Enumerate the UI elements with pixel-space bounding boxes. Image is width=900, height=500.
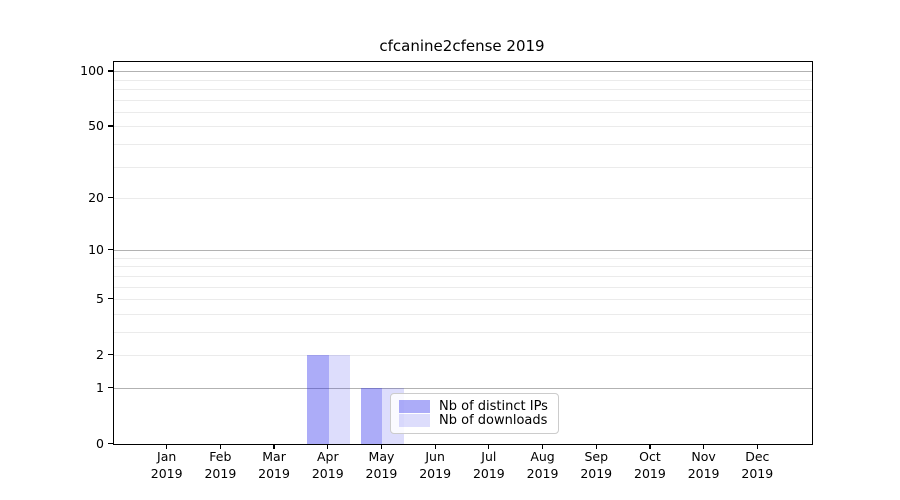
x-tick-label-line: 2019 (204, 465, 237, 481)
minor-gridline (114, 79, 812, 81)
legend-items: Nb of distinct IPs Nb of downloads (399, 398, 548, 428)
x-tick-label-line: 2019 (311, 465, 344, 481)
x-tick-label: Apr 2019 (293, 449, 363, 482)
legend-item-nb-of-distinct-ips: Nb of distinct IPs (399, 398, 548, 414)
y-axis-tick (108, 125, 113, 127)
x-axis-tick (595, 444, 597, 449)
x-tick-label: Jul 2019 (454, 449, 524, 482)
x-tick-label-line: Aug (530, 449, 555, 464)
x-tick-label-line: 2019 (419, 465, 452, 481)
y-axis-tick (108, 442, 113, 444)
minor-gridline (114, 89, 812, 91)
minor-gridline (114, 313, 812, 315)
y-tick-label: 2 (96, 346, 104, 362)
y-tick-label: 0 (96, 435, 104, 451)
legend-label: Nb of downloads (439, 412, 548, 428)
bar-nb-of-distinct-ips-apr-2019 (307, 355, 329, 444)
y-axis-tick (108, 249, 113, 251)
y-axis-tick (108, 297, 113, 300)
x-axis-tick (434, 444, 436, 449)
x-tick-label-line: 2019 (741, 465, 774, 481)
x-tick-label-line: 2019 (580, 465, 613, 481)
x-axis-tick (541, 444, 544, 449)
legend: Nb of distinct IPs Nb of downloads (390, 393, 559, 434)
x-axis-tick (488, 444, 490, 449)
x-tick-label: Jun 2019 (400, 449, 470, 482)
x-tick-label: May 2019 (346, 449, 416, 482)
legend-swatch-nb-of-downloads (399, 413, 430, 427)
y-tick-label: 50 (88, 118, 104, 134)
x-tick-label-line: Jan (157, 449, 177, 464)
x-tick-label-line: Apr (316, 449, 339, 464)
x-axis-tick (649, 444, 651, 449)
x-tick-label-line: Feb (209, 449, 232, 464)
minor-gridline (114, 197, 812, 199)
x-tick-label-line: Nov (691, 449, 716, 464)
minor-gridline (114, 286, 812, 288)
major-gridline (114, 387, 812, 389)
x-tick-label-line: 2019 (526, 465, 559, 481)
x-axis-tick (756, 444, 758, 449)
x-tick-label-line: 2019 (150, 465, 183, 481)
y-axis-tick (108, 353, 113, 356)
x-tick-label-line: 2019 (258, 465, 290, 481)
plot-area (113, 61, 813, 445)
bar-nb-of-distinct-ips-may-2019 (360, 388, 383, 444)
minor-gridline (114, 298, 812, 300)
y-tick-label: 100 (80, 63, 104, 79)
x-tick-label: Mar 2019 (239, 449, 309, 482)
x-axis-tick (273, 444, 275, 449)
x-tick-label-line: Mar (262, 449, 286, 464)
x-tick-label: Nov 2019 (669, 449, 739, 482)
x-tick-label-line: 2019 (365, 465, 398, 481)
x-tick-label: Oct 2019 (615, 449, 685, 482)
x-tick-label-line: Dec (745, 449, 770, 464)
x-axis-tick (380, 444, 383, 449)
x-tick-label: Aug 2019 (508, 449, 578, 482)
minor-gridline (114, 126, 812, 128)
x-tick-label-line: 2019 (687, 465, 720, 481)
x-tick-label-line: Jul (481, 449, 497, 464)
x-tick-label-line: Sep (584, 449, 608, 464)
legend-swatch-nb-of-distinct-ips (399, 399, 430, 413)
minor-gridline (114, 275, 812, 277)
x-tick-label: Dec 2019 (722, 449, 792, 482)
x-axis-tick (219, 444, 222, 449)
x-axis-tick (166, 444, 168, 449)
x-axis-tick (327, 444, 329, 449)
y-tick-label: 5 (96, 290, 104, 306)
y-tick-label: 10 (88, 242, 104, 258)
minor-gridline (114, 266, 812, 268)
minor-gridline (114, 99, 812, 101)
minor-gridline (114, 143, 812, 145)
minor-gridline (114, 111, 812, 113)
minor-gridline (114, 354, 812, 356)
x-tick-label: Feb 2019 (185, 449, 255, 482)
x-tick-label-line: 2019 (634, 465, 666, 481)
y-axis-tick (108, 196, 113, 199)
x-tick-label: Sep 2019 (561, 449, 631, 482)
major-gridline (114, 250, 812, 252)
x-tick-label: Jan 2019 (132, 449, 202, 482)
legend-label: Nb of distinct IPs (439, 398, 548, 414)
y-tick-label: 1 (96, 379, 104, 395)
x-tick-label-line: Oct (639, 449, 661, 464)
x-axis-tick (702, 444, 705, 449)
bar-nb-of-downloads-apr-2019 (328, 355, 351, 444)
minor-gridline (114, 257, 812, 259)
y-axis-tick (108, 70, 113, 72)
y-tick-label: 20 (88, 189, 104, 205)
minor-gridline (114, 166, 812, 168)
chart-title: cfcanine2cfense 2019 (379, 37, 545, 55)
y-axis-tick (108, 386, 113, 388)
x-tick-label-line: 2019 (472, 465, 505, 481)
x-tick-label-line: May (368, 449, 395, 464)
major-gridline (114, 71, 812, 73)
minor-gridline (114, 331, 812, 333)
x-tick-label-line: Jun (425, 449, 445, 464)
legend-item-nb-of-downloads: Nb of downloads (399, 412, 548, 428)
